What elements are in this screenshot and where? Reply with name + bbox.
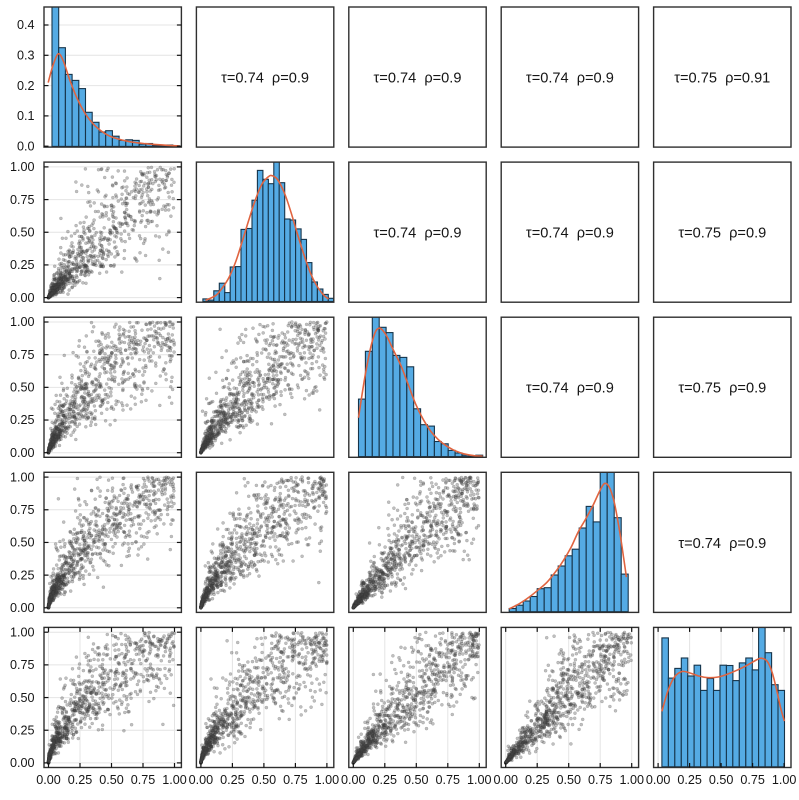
svg-text:τ=0.75 ρ=0.9: τ=0.75 ρ=0.9 bbox=[678, 226, 766, 242]
svg-text:τ=0.75 ρ=0.9: τ=0.75 ρ=0.9 bbox=[678, 381, 766, 397]
svg-text:τ=0.74 ρ=0.9: τ=0.74 ρ=0.9 bbox=[221, 71, 309, 87]
svg-text:τ=0.74 ρ=0.9: τ=0.74 ρ=0.9 bbox=[374, 71, 462, 87]
svg-text:τ=0.75 ρ=0.91: τ=0.75 ρ=0.91 bbox=[674, 71, 770, 87]
svg-text:τ=0.74 ρ=0.9: τ=0.74 ρ=0.9 bbox=[526, 226, 614, 242]
svg-text:τ=0.74 ρ=0.9: τ=0.74 ρ=0.9 bbox=[374, 226, 462, 242]
svg-text:τ=0.74 ρ=0.9: τ=0.74 ρ=0.9 bbox=[526, 381, 614, 397]
svg-text:τ=0.74 ρ=0.9: τ=0.74 ρ=0.9 bbox=[526, 71, 614, 87]
